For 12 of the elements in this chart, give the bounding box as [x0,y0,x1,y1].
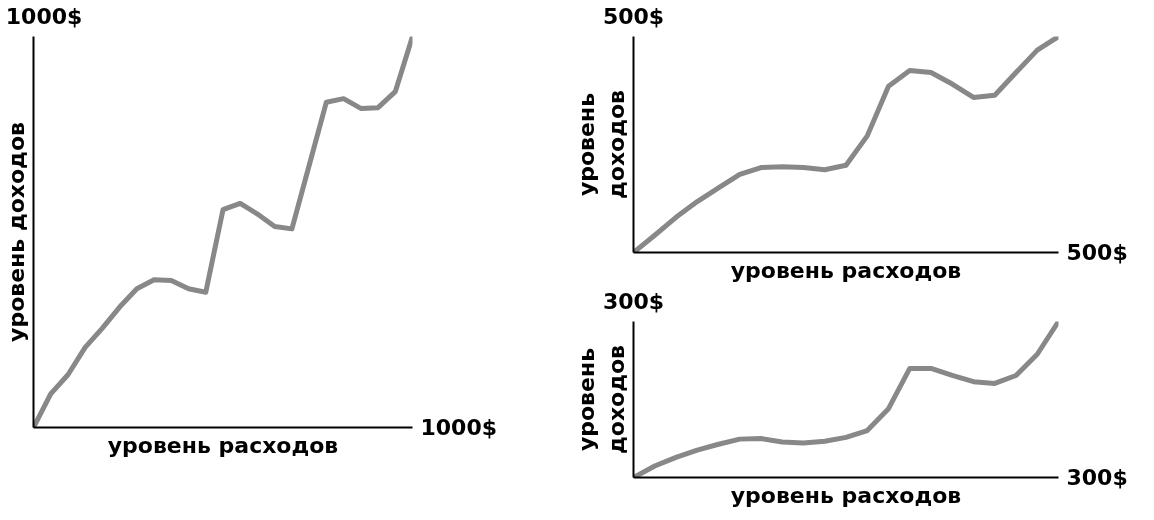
text: 300$ [602,288,665,314]
text: 1000$ [420,415,498,440]
text: 300$ [1066,465,1128,490]
y-axis-title: уровень доходов [3,122,29,342]
x-axis-title: уровень расходов [730,482,962,508]
y-axis-title: уровень доходов [573,345,629,454]
text: 1000$ [5,3,83,29]
text: 500$ [602,3,665,29]
text: 500$ [1066,240,1128,265]
x-axis-title: уровень расходов [730,257,962,283]
x-axis-title: уровень расходов [107,432,339,458]
y-axis-title: уровень доходов [573,90,629,199]
